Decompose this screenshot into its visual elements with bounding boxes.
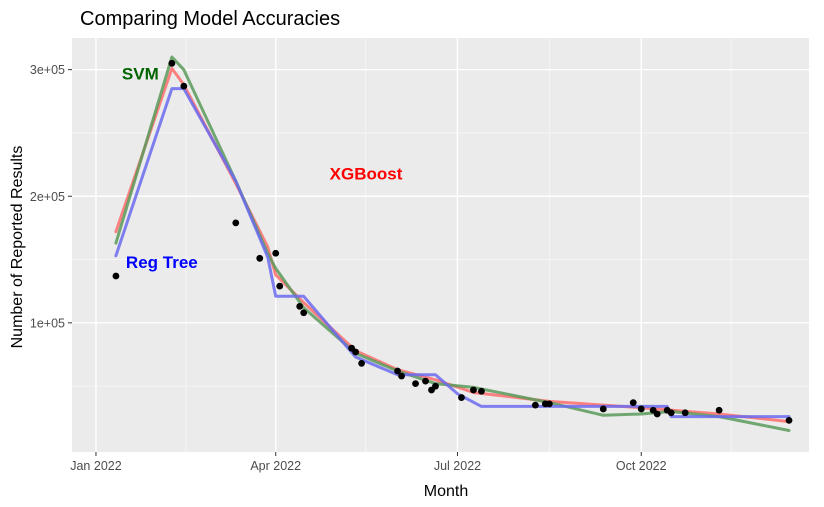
data-point <box>394 367 401 375</box>
data-points <box>112 59 793 424</box>
data-point <box>398 372 405 380</box>
data-point <box>470 386 477 394</box>
data-point <box>412 380 419 388</box>
x-tick-label: Jul 2022 <box>434 459 481 473</box>
data-point <box>300 309 308 317</box>
data-point <box>478 387 485 395</box>
data-point <box>531 401 539 409</box>
data-point <box>180 82 188 90</box>
data-point <box>599 405 607 413</box>
x-tick-label: Apr 2022 <box>250 459 301 473</box>
y-axis: 1e+05 2e+05 3e+05 <box>30 63 72 330</box>
data-point <box>352 348 360 356</box>
data-point <box>272 249 280 257</box>
series-labels: XGBoost SVM Reg Tree <box>122 64 403 272</box>
data-point <box>432 382 439 390</box>
data-point <box>653 410 661 418</box>
data-point <box>637 405 645 413</box>
data-point <box>358 359 366 367</box>
y-axis-label: Number of Reported Results <box>9 146 26 349</box>
y-tick-label: 3e+05 <box>30 63 65 77</box>
series-label-xgboost: XGBoost <box>330 164 403 183</box>
x-axis: Jan 2022 Apr 2022 Jul 2022 Oct 2022 <box>70 452 667 473</box>
data-point <box>458 394 465 401</box>
data-point <box>545 400 553 408</box>
plot-panel <box>72 38 809 452</box>
data-point <box>296 303 304 310</box>
x-tick-label: Jan 2022 <box>70 459 121 473</box>
minor-gridlines <box>72 38 809 452</box>
chart-title: Comparing Model Accuracies <box>80 8 340 30</box>
data-point <box>629 399 637 407</box>
data-point <box>112 272 120 280</box>
data-point <box>422 377 429 385</box>
x-axis-label: Month <box>424 483 468 500</box>
major-gridlines <box>72 38 809 452</box>
data-point <box>276 282 284 290</box>
data-point <box>256 254 264 262</box>
data-point <box>667 409 675 417</box>
data-point <box>785 416 793 424</box>
data-point <box>168 59 176 67</box>
x-tick-label: Oct 2022 <box>616 459 667 473</box>
data-point <box>715 406 723 414</box>
series-line-reg-tree <box>114 87 791 419</box>
data-point <box>681 409 689 417</box>
series-label-svm: SVM <box>122 64 159 83</box>
y-tick-label: 1e+05 <box>30 316 65 330</box>
y-tick-label: 2e+05 <box>30 190 65 204</box>
series-label-reg-tree: Reg Tree <box>126 253 198 272</box>
data-point <box>232 219 240 227</box>
